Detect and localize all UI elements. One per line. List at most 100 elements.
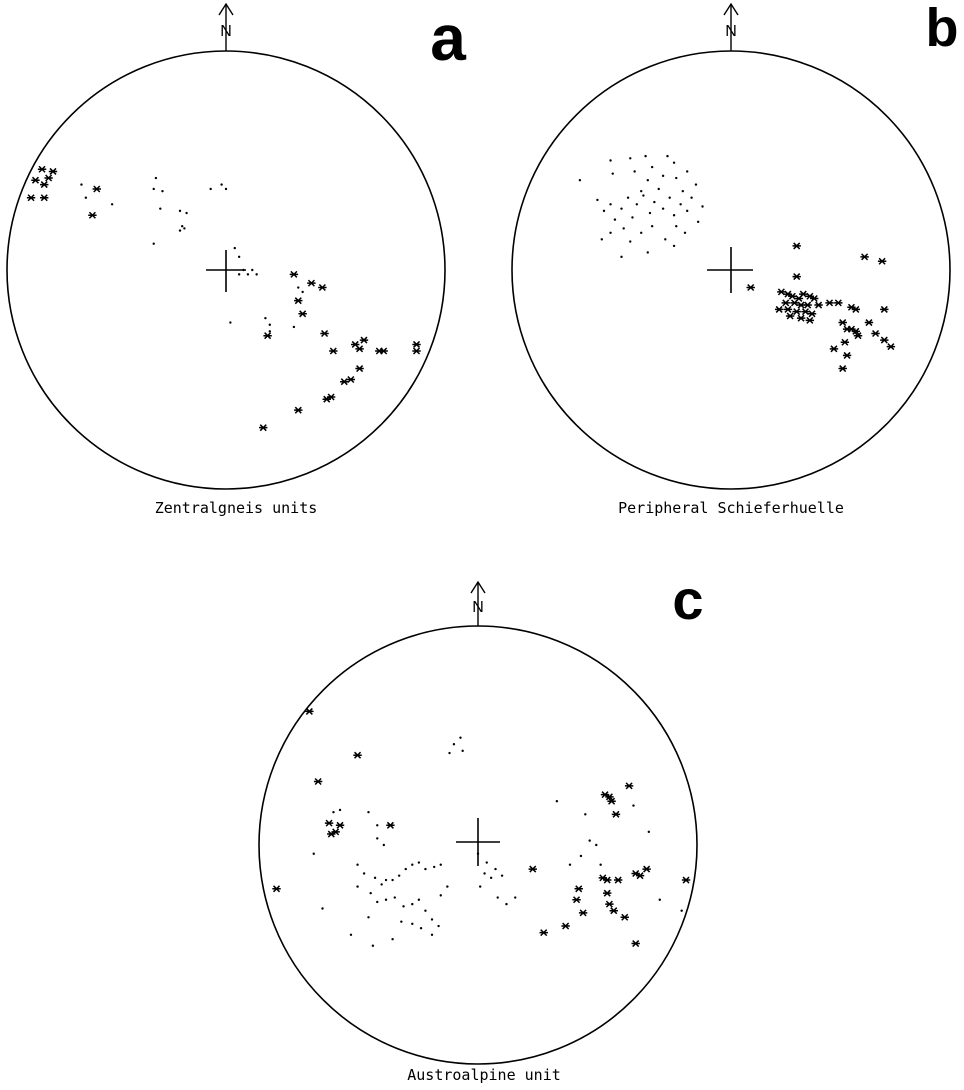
dot-pole-a-13 <box>220 183 223 186</box>
dot-pole-c-33 <box>430 918 434 921</box>
star-pole-a-24 <box>355 365 364 373</box>
star-pole-b-31 <box>851 327 861 335</box>
star-pole-c-21 <box>574 885 583 893</box>
star-pole-a-21 <box>379 347 388 355</box>
star-pole-b-10 <box>810 294 819 303</box>
caption-a: Zentralgneis units <box>155 499 318 517</box>
dot-pole-a-4 <box>152 187 155 191</box>
dot-pole-c-6 <box>367 810 370 814</box>
star-pole-a-12 <box>294 297 303 305</box>
dot-pole-b-2 <box>611 172 614 175</box>
star-pole-b-42 <box>746 283 755 292</box>
dot-pole-b-23 <box>648 211 652 215</box>
star-pole-b-8 <box>799 290 808 298</box>
dot-pole-c-37 <box>419 927 423 930</box>
dot-pole-a-26 <box>268 330 271 333</box>
dot-pole-b-3 <box>629 157 632 160</box>
star-pole-a-25 <box>346 375 356 384</box>
dot-pole-b-35 <box>622 227 625 230</box>
dot-pole-c-13 <box>373 876 377 880</box>
dot-pole-b-5 <box>644 154 647 158</box>
star-pole-a-1 <box>48 167 58 175</box>
dot-pole-c-0 <box>452 743 456 746</box>
center-cross-c <box>456 818 500 866</box>
star-pole-b-34 <box>871 329 880 338</box>
dot-pole-b-30 <box>690 196 693 199</box>
dot-pole-b-19 <box>626 196 630 199</box>
star-pole-a-7 <box>92 185 101 193</box>
dot-pole-c-36 <box>411 922 414 926</box>
dot-pole-c-9 <box>382 843 386 847</box>
star-pole-c-29 <box>539 929 548 937</box>
dot-pole-c-15 <box>384 878 388 882</box>
dot-pole-c-63 <box>632 804 635 807</box>
dot-pole-c-59 <box>595 843 598 847</box>
dot-pole-a-12 <box>152 242 155 245</box>
star-pole-b-23 <box>805 316 815 324</box>
star-pole-b-20 <box>807 310 817 318</box>
star-pole-c-8 <box>272 885 281 893</box>
star-pole-b-17 <box>783 305 793 313</box>
dot-pole-b-17 <box>613 218 617 221</box>
dot-pole-a-0 <box>80 183 83 186</box>
dot-pole-b-29 <box>686 209 689 213</box>
panel-letter-b: b <box>926 0 959 58</box>
dot-pole-c-24 <box>356 885 359 888</box>
star-pole-c-14 <box>624 782 634 790</box>
dot-pole-b-33 <box>600 238 603 241</box>
dot-pole-c-8 <box>376 837 379 840</box>
star-pole-c-2 <box>353 751 362 759</box>
north-arrow-b: N <box>723 2 739 51</box>
dot-pole-c-11 <box>356 863 359 866</box>
north-arrow-a: N <box>218 2 234 51</box>
star-pole-a-26 <box>340 378 349 386</box>
dot-pole-c-21 <box>424 867 427 871</box>
dot-pole-a-18 <box>242 268 245 272</box>
dot-pole-a-14 <box>224 187 228 191</box>
star-pole-c-30 <box>631 940 640 948</box>
dot-pole-c-45 <box>349 933 353 936</box>
dot-pole-c-35 <box>400 920 403 923</box>
north-label-b: N <box>725 23 737 40</box>
star-pole-c-22 <box>572 896 581 904</box>
dot-pole-c-10 <box>312 852 315 855</box>
poles-group-a <box>26 165 421 432</box>
dot-pole-c-54 <box>505 902 508 906</box>
dot-pole-c-43 <box>430 933 434 936</box>
star-pole-b-24 <box>825 299 834 307</box>
stereonet-panel-a: N a Zentralgneis units <box>6 2 466 517</box>
dot-pole-b-27 <box>672 214 676 217</box>
star-pole-c-12 <box>607 797 616 805</box>
star-pole-c-11 <box>605 793 614 801</box>
dot-pole-b-44 <box>646 251 649 254</box>
dot-pole-c-52 <box>478 885 482 888</box>
star-pole-a-14 <box>263 332 272 340</box>
star-pole-b-12 <box>790 299 799 307</box>
dot-pole-c-23 <box>439 863 442 866</box>
dot-pole-c-61 <box>568 863 572 866</box>
dot-pole-b-25 <box>661 207 665 210</box>
dot-pole-c-60 <box>599 863 602 866</box>
stereonet-panel-b: N b Peripheral Schieferhuelle <box>511 0 959 517</box>
star-pole-b-27 <box>851 305 861 313</box>
panel-letter-a: a <box>430 2 466 74</box>
star-pole-c-1 <box>313 777 323 786</box>
north-label-a: N <box>220 23 232 40</box>
star-pole-a-6 <box>40 194 49 202</box>
star-pole-b-4 <box>777 288 786 296</box>
star-pole-b-39 <box>880 336 889 344</box>
dot-pole-a-16 <box>233 246 236 250</box>
dot-pole-a-2 <box>110 203 114 206</box>
star-pole-a-9 <box>289 270 299 278</box>
star-pole-a-8 <box>88 211 97 219</box>
dot-pole-b-6 <box>646 179 649 182</box>
dot-pole-b-18 <box>620 207 623 210</box>
star-pole-b-40 <box>886 343 896 351</box>
star-pole-b-38 <box>842 351 852 359</box>
star-pole-a-22 <box>412 340 421 348</box>
dot-pole-a-1 <box>84 196 88 199</box>
dot-pole-b-37 <box>640 231 643 234</box>
dot-pole-b-26 <box>668 196 671 199</box>
dot-pole-c-46 <box>476 852 480 855</box>
dot-pole-a-10 <box>183 227 186 230</box>
